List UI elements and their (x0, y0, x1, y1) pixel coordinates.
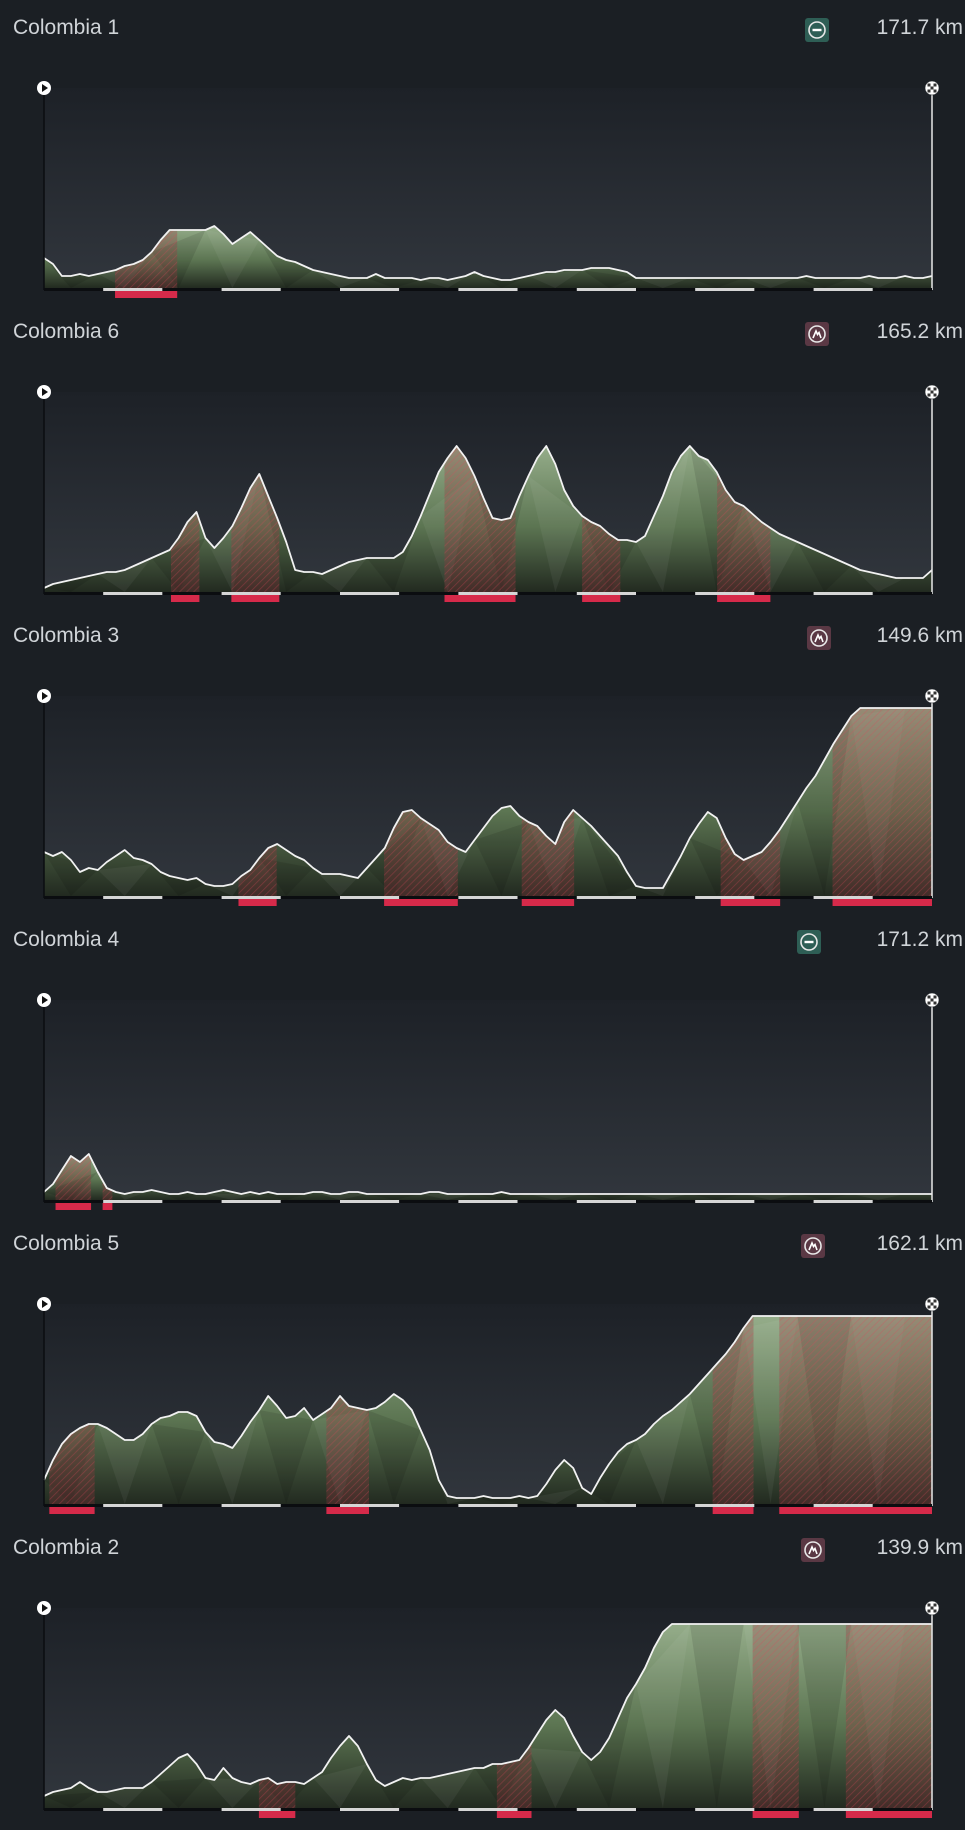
finish-flag-icon (924, 1600, 940, 1616)
flat-stage-icon (805, 18, 829, 42)
stage-distance: 149.6 km (876, 624, 963, 647)
mountain-stage-icon (805, 322, 829, 346)
stage-header: Colombia 1 171.7 km (0, 0, 965, 42)
climb-marker (717, 595, 771, 602)
finish-flag-icon (924, 688, 940, 704)
climb-marker (720, 899, 781, 906)
stage-distance: 171.2 km (876, 928, 963, 951)
climb-marker (582, 595, 621, 602)
elevation-profile-chart (37, 384, 940, 602)
start-icon (37, 1601, 51, 1615)
elevation-line (43, 707, 932, 889)
elevation-line (43, 225, 933, 281)
climb-segment (752, 1624, 799, 1808)
mountain-stage-icon (801, 1538, 825, 1562)
elevation-area (44, 1316, 932, 1504)
stage-header: Colombia 4 171.2 km (0, 912, 965, 954)
elevation-profile-chart (37, 992, 940, 1210)
stage-name: Colombia 5 (13, 1232, 120, 1255)
climb-marker (170, 595, 200, 602)
start-icon (37, 993, 51, 1007)
finish-flag-icon (924, 80, 940, 96)
stage-distance: 171.7 km (876, 16, 963, 39)
finish-flag-icon (924, 992, 940, 1008)
elevation-profile-chart (37, 80, 940, 298)
climb-marker (521, 899, 575, 906)
climb-marker (752, 1811, 799, 1818)
climb-marker (444, 595, 516, 602)
stage-name: Colombia 1 (13, 16, 120, 39)
climb-marker (326, 1507, 370, 1514)
elevation-area (44, 226, 932, 288)
start-icon (37, 1297, 51, 1311)
stage-name: Colombia 4 (13, 928, 120, 951)
mountain-stage-icon (807, 626, 831, 650)
elevation-profile-chart (37, 1296, 940, 1514)
stage-header: Colombia 6 165.2 km (0, 304, 965, 346)
stage-header: Colombia 3 149.6 km (0, 608, 965, 650)
stage-header: Colombia 5 162.1 km (0, 1216, 965, 1258)
stage-name: Colombia 2 (13, 1536, 120, 1559)
climb-marker (845, 1811, 932, 1818)
climb-marker (55, 1203, 92, 1210)
stage-distance: 162.1 km (876, 1232, 963, 1255)
start-icon (37, 385, 51, 399)
stage-distance: 165.2 km (876, 320, 963, 343)
finish-flag-icon (924, 1296, 940, 1312)
climb-marker (115, 291, 178, 298)
climb-segment (832, 708, 932, 896)
mountain-stage-icon (801, 1234, 825, 1258)
finish-flag-icon (924, 384, 940, 400)
elevation-area (44, 1154, 932, 1200)
start-icon (37, 81, 51, 95)
stage-name: Colombia 6 (13, 320, 120, 343)
climb-marker (712, 1507, 754, 1514)
elevation-line (43, 1153, 932, 1195)
elevation-profile-chart (37, 688, 940, 906)
stage-distance: 139.9 km (876, 1536, 963, 1559)
elevation-profile-chart (37, 1600, 940, 1818)
flat-stage-icon (797, 930, 821, 954)
elevation-area (44, 1624, 932, 1808)
stage-header: Colombia 2 139.9 km (0, 1520, 965, 1562)
climb-marker (832, 899, 932, 906)
start-icon (37, 689, 51, 703)
climb-segment (845, 1624, 932, 1808)
climb-segment (779, 1316, 932, 1504)
climb-marker (258, 1811, 296, 1818)
elevation-line (43, 1315, 932, 1499)
climb-marker (496, 1811, 532, 1818)
elevation-area (44, 708, 932, 896)
climb-marker (102, 1203, 113, 1210)
climb-marker (231, 595, 280, 602)
stage-name: Colombia 3 (13, 624, 120, 647)
elevation-line (43, 1623, 932, 1797)
climb-marker (779, 1507, 932, 1514)
elevation-line (43, 445, 933, 589)
climb-marker (384, 899, 458, 906)
climb-marker (49, 1507, 95, 1514)
climb-marker (238, 899, 277, 906)
